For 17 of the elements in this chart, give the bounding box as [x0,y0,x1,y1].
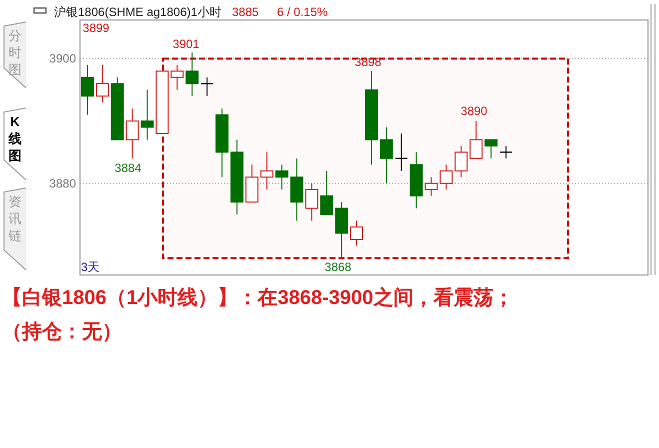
text: 【白银1806（1小时线）】：在3868-3900之间，看震荡； [2,286,514,309]
annotation: 3898 [354,55,382,69]
annotation: 3天 [81,260,100,274]
text: 资讯链 [8,194,22,243]
text: K线图 [8,114,22,163]
annotation: 3868 [324,260,352,274]
annotation: 3890 [460,104,488,118]
y-tick-label: 3880 [49,176,76,190]
text: 6 / 0.15% [277,5,328,19]
text: 3885 [232,5,260,19]
y-tick-label: 3900 [49,52,76,66]
chart-title: 沪银1806(SHME ag1806)1小时 [54,5,222,19]
annotation: 3884 [114,161,142,175]
text: 分时图 [8,28,22,77]
annotation: 3899 [82,21,110,35]
text: （持仓：无） [2,321,122,343]
annotation: 3901 [172,37,200,51]
